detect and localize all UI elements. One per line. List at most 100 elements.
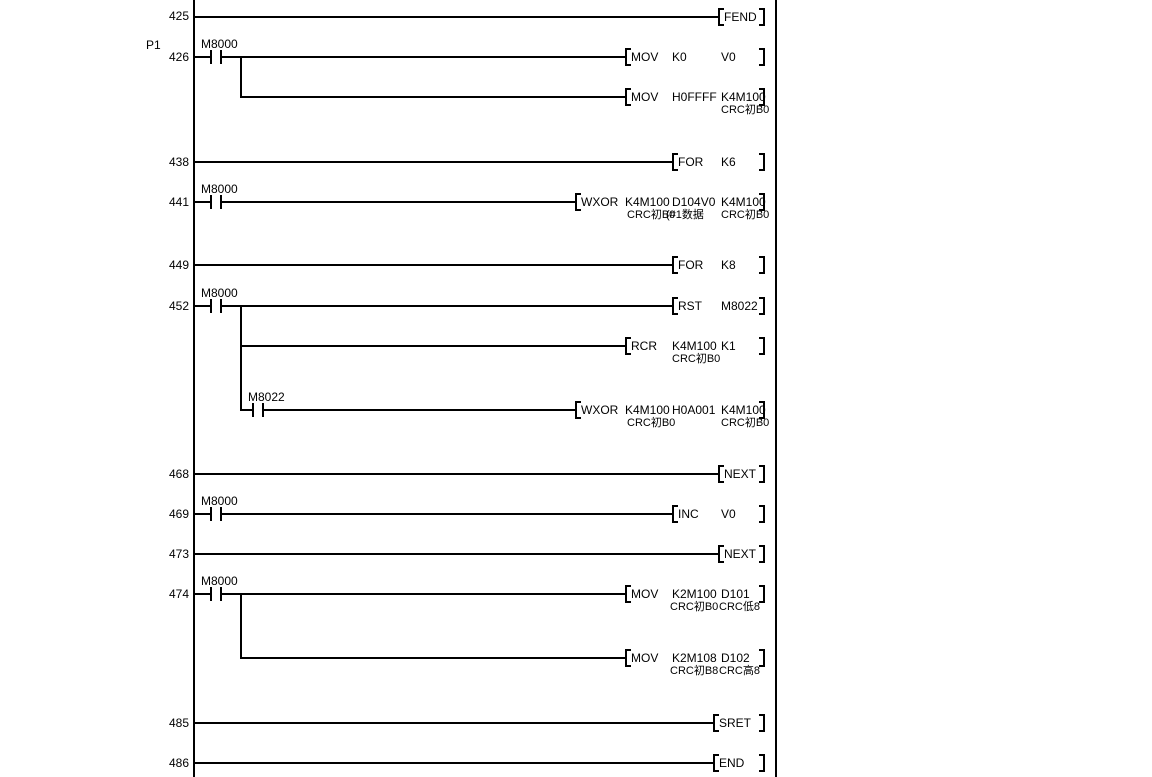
instr-mnemonic[interactable]: END (719, 756, 745, 770)
instr-open-bracket (718, 465, 724, 483)
step-number: 452 (168, 299, 189, 313)
instr-mnemonic[interactable]: SRET (719, 716, 752, 730)
step-number: 468 (168, 467, 189, 481)
contact-bar (210, 50, 212, 64)
instr-operand[interactable]: V0 (721, 50, 736, 64)
device-comment: CRC初B8 (670, 665, 719, 677)
instr-close-bracket (759, 193, 765, 211)
instr-operand[interactable]: K4M100 (721, 90, 766, 104)
contact-m8000[interactable] (208, 586, 224, 602)
step-number: 474 (168, 587, 189, 601)
instr-operand[interactable]: K8 (721, 258, 736, 272)
contact-bar (220, 195, 222, 209)
instr-open-bracket (672, 256, 678, 274)
instr-operand[interactable]: K0 (672, 50, 687, 64)
wire (195, 201, 210, 203)
instr-mnemonic[interactable]: MOV (631, 90, 659, 104)
wire (195, 513, 210, 515)
instr-mnemonic[interactable]: NEXT (724, 467, 757, 481)
instr-mnemonic[interactable]: MOV (631, 587, 659, 601)
contact-bar (220, 299, 222, 313)
instr-operand[interactable]: M8022 (721, 299, 758, 313)
instr-operand[interactable]: K2M108 (672, 651, 717, 665)
wire (240, 345, 625, 347)
device-comment: CRC初B0 (670, 601, 719, 613)
branch-wire (240, 305, 242, 411)
contact-label: M8000 (201, 286, 238, 300)
contact-bar (220, 50, 222, 64)
contact-m8000[interactable] (208, 506, 224, 522)
instr-operand[interactable]: D104V0 (672, 195, 716, 209)
instr-close-bracket (759, 585, 765, 603)
contact-m8000[interactable] (208, 298, 224, 314)
instr-open-bracket (672, 153, 678, 171)
wire (195, 593, 210, 595)
step-number: 449 (168, 258, 189, 272)
device-comment: CRC初B0 (721, 209, 770, 221)
instr-close-bracket (759, 401, 765, 419)
instr-mnemonic[interactable]: FOR (678, 155, 704, 169)
wire (195, 473, 718, 475)
wire (264, 409, 575, 411)
step-number: 485 (168, 716, 189, 730)
wire (222, 513, 672, 515)
instr-mnemonic[interactable]: WXOR (581, 195, 619, 209)
instr-operand[interactable]: K4M100 (625, 195, 670, 209)
wire (195, 56, 210, 58)
wire (222, 305, 672, 307)
device-comment: CRC初B0 (721, 417, 770, 429)
instr-operand[interactable]: H0A001 (672, 403, 716, 417)
instr-operand[interactable]: K4M100 (721, 403, 766, 417)
contact-bar (210, 507, 212, 521)
instr-mnemonic[interactable]: RCR (631, 339, 657, 353)
contact-m8022[interactable] (250, 402, 266, 418)
branch-wire (240, 593, 242, 659)
instr-operand[interactable]: K2M100 (672, 587, 717, 601)
contact-bar (252, 403, 254, 417)
instr-close-bracket (759, 754, 765, 772)
instr-operand[interactable]: K4M100 (721, 195, 766, 209)
instr-operand[interactable]: H0FFFF (672, 90, 717, 104)
instr-operand[interactable]: K4M100 (625, 403, 670, 417)
instr-operand[interactable]: K4M100 (672, 339, 717, 353)
instr-mnemonic[interactable]: FOR (678, 258, 704, 272)
contact-m8000[interactable] (208, 194, 224, 210)
instr-mnemonic[interactable]: FEND (724, 10, 757, 24)
wire (222, 593, 625, 595)
instr-close-bracket (759, 256, 765, 274)
wire (195, 762, 713, 764)
instr-mnemonic[interactable]: MOV (631, 651, 659, 665)
instr-operand[interactable]: K1 (721, 339, 736, 353)
instr-operand[interactable]: K6 (721, 155, 736, 169)
instr-operand[interactable]: V0 (721, 507, 736, 521)
step-number: 441 (168, 195, 189, 209)
contact-bar (210, 299, 212, 313)
wire (195, 305, 210, 307)
step-number: 486 (168, 756, 189, 770)
instr-open-bracket (718, 545, 724, 563)
instr-mnemonic[interactable]: NEXT (724, 547, 757, 561)
instr-close-bracket (759, 297, 765, 315)
instr-open-bracket (575, 401, 581, 419)
instr-operand[interactable]: D101 (721, 587, 750, 601)
contact-bar (220, 507, 222, 521)
instr-close-bracket (759, 545, 765, 563)
device-comment: CRC高8 (719, 665, 760, 677)
wire (195, 264, 672, 266)
contact-label: M8000 (201, 574, 238, 588)
instr-mnemonic[interactable]: WXOR (581, 403, 619, 417)
instr-mnemonic[interactable]: MOV (631, 50, 659, 64)
contact-m8000[interactable] (208, 49, 224, 65)
step-number: 473 (168, 547, 189, 561)
wire (195, 553, 718, 555)
contact-label: M8000 (201, 182, 238, 196)
instr-open-bracket (625, 585, 631, 603)
instr-mnemonic[interactable]: INC (678, 507, 699, 521)
contact-label: M8000 (201, 37, 238, 51)
instr-mnemonic[interactable]: RST (678, 299, 702, 313)
device-comment: (#1数据 (666, 209, 704, 221)
device-comment: CRC初B0 (627, 209, 676, 221)
instr-operand[interactable]: D102 (721, 651, 750, 665)
contact-bar (262, 403, 264, 417)
